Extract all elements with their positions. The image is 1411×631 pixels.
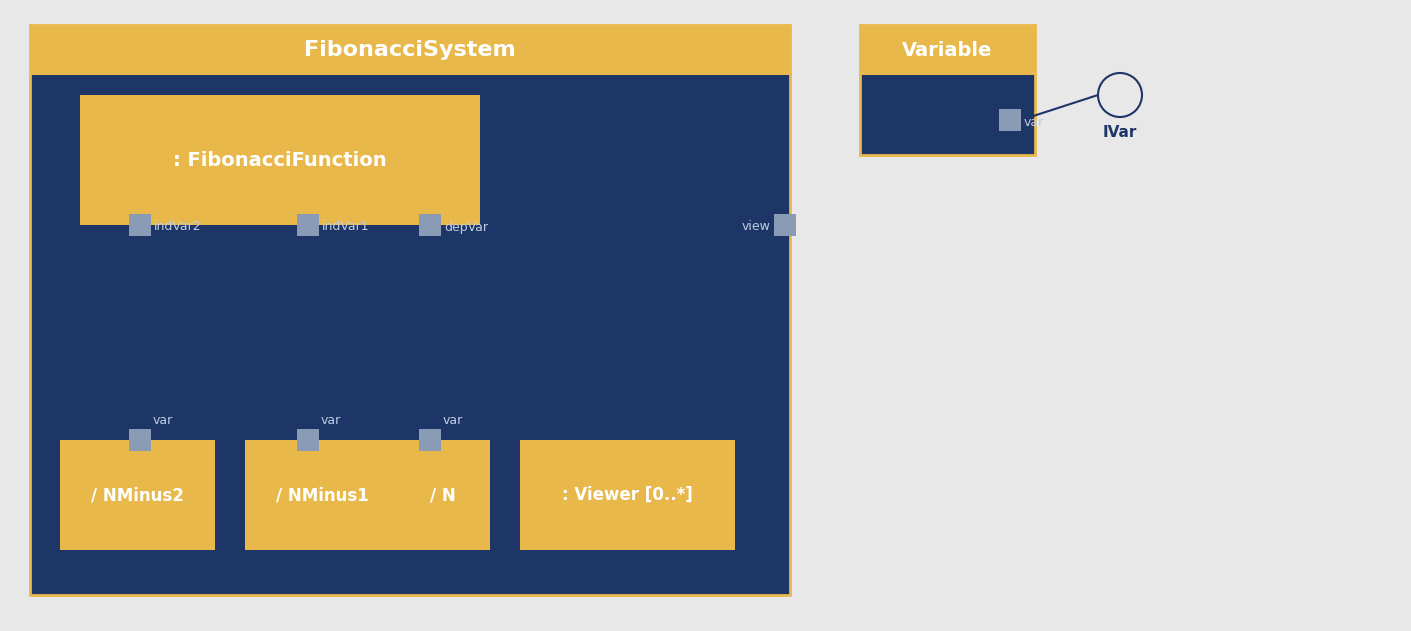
Bar [419,429,442,451]
Circle shape [1098,73,1141,117]
Text: var: var [1024,115,1044,129]
Text: indVar1: indVar1 [322,220,370,233]
Bar [80,95,480,225]
Bar [296,429,319,451]
Text: / N: / N [429,486,456,504]
Text: depVar: depVar [444,220,488,233]
Text: var: var [443,414,463,427]
Bar [859,25,1036,155]
Bar [521,440,735,550]
Bar [395,440,490,550]
Text: / NMinus1: / NMinus1 [277,486,368,504]
Text: FibonacciSystem: FibonacciSystem [305,40,516,60]
Bar [30,25,790,595]
Bar [246,440,399,550]
Bar [999,109,1022,131]
Bar [30,25,790,75]
Bar [859,75,1036,155]
Text: Variable: Variable [902,40,993,59]
Text: view: view [742,220,770,233]
Text: IVar: IVar [1103,125,1137,140]
Text: indVar2: indVar2 [154,220,202,233]
Bar [296,214,319,236]
Bar [30,75,790,595]
Bar [859,25,1036,75]
Text: : FibonacciFunction: : FibonacciFunction [174,151,387,170]
Bar [61,440,214,550]
Text: / NMinus2: / NMinus2 [92,486,183,504]
Text: var: var [152,414,174,427]
Bar [128,214,151,236]
Bar [419,214,442,236]
Text: var: var [320,414,341,427]
Bar [128,429,151,451]
Bar [775,214,796,236]
Text: : Viewer [0..*]: : Viewer [0..*] [562,486,693,504]
